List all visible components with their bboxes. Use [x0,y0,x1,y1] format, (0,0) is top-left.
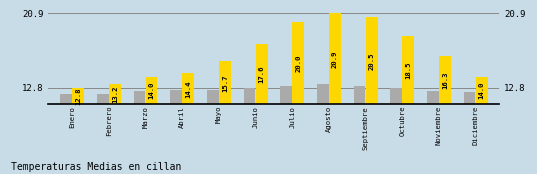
Text: 14.4: 14.4 [185,80,191,98]
Text: 15.7: 15.7 [222,74,228,92]
Bar [439,56,451,104]
Bar [60,94,72,104]
Bar [280,86,292,104]
Text: Temperaturas Medias en cillan: Temperaturas Medias en cillan [11,162,181,172]
Text: 14.0: 14.0 [478,82,485,99]
Text: 16.3: 16.3 [442,71,448,89]
Bar [427,91,439,104]
Text: 14.0: 14.0 [149,82,155,99]
Bar [244,88,255,104]
Text: 20.9: 20.9 [332,50,338,68]
Bar [183,73,194,104]
Bar [390,88,402,104]
Bar [317,84,329,104]
Bar [366,17,378,104]
Text: 20.0: 20.0 [295,54,301,72]
Text: 20.5: 20.5 [369,52,375,70]
Bar [170,90,182,104]
Bar [463,92,475,104]
Bar [329,14,341,104]
Bar [207,90,219,104]
Bar [219,61,231,104]
Text: 13.2: 13.2 [112,86,118,103]
Text: 17.6: 17.6 [259,65,265,83]
Bar [293,22,304,104]
Bar [256,44,267,104]
Bar [146,77,157,104]
Bar [476,77,488,104]
Bar [72,88,84,104]
Bar [353,86,365,104]
Text: 18.5: 18.5 [405,61,411,79]
Bar [402,35,414,104]
Bar [109,84,121,104]
Bar [134,91,146,104]
Bar [97,94,108,104]
Text: 12.8: 12.8 [75,87,81,105]
